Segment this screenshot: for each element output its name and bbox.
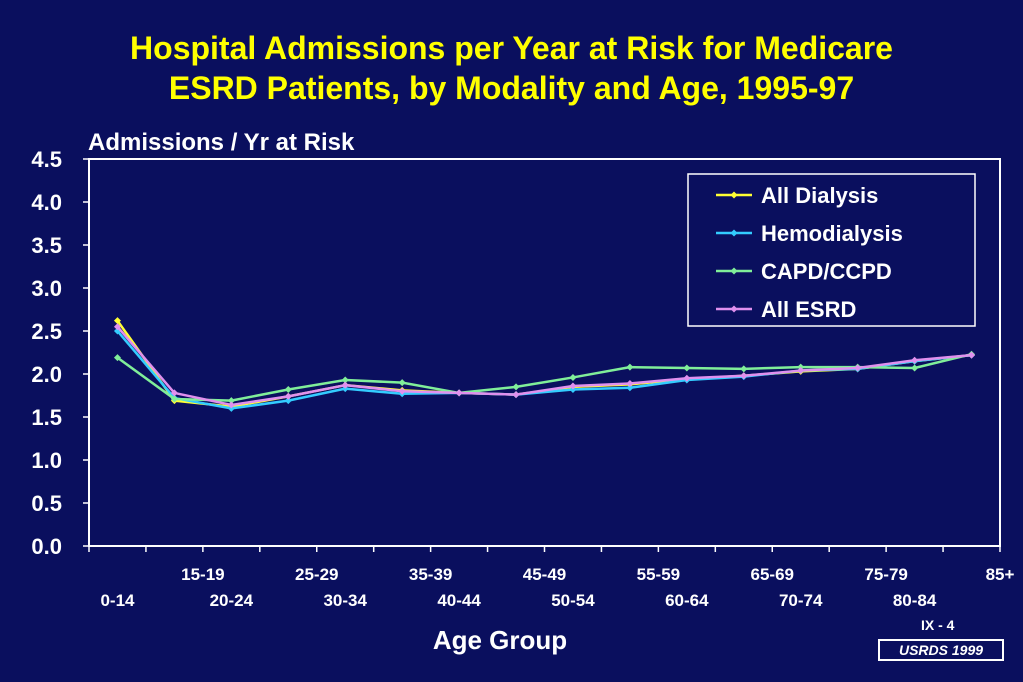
chart-title: Hospital Admissions per Year at Risk for… <box>0 28 1023 108</box>
data-point <box>398 379 406 387</box>
data-point <box>683 374 691 382</box>
y-tick-label: 0.5 <box>31 491 62 516</box>
x-axis-label: Age Group <box>432 625 568 655</box>
title-line-2: ESRD Patients, by Modality and Age, 1995… <box>168 70 855 106</box>
y-tick-label: 2.5 <box>31 319 62 344</box>
x-tick-label: 20-24 <box>210 591 254 610</box>
data-point <box>626 379 634 387</box>
x-tick-label: 40-44 <box>437 591 481 610</box>
data-point <box>341 376 349 384</box>
title-line-1: Hospital Admissions per Year at Risk for… <box>130 30 893 66</box>
x-tick-label: 45-49 <box>523 565 566 584</box>
y-axis: 0.0 0.5 1.0 1.5 2.0 2.5 3.0 3.5 4.0 4.5 <box>31 147 89 559</box>
y-axis-label: Admissions / Yr at Risk <box>88 129 355 156</box>
data-point <box>170 389 178 397</box>
data-point <box>911 364 919 372</box>
x-tick-label: 55-59 <box>637 565 680 584</box>
x-tick-label: 85+ <box>986 565 1015 584</box>
data-point <box>569 382 577 390</box>
series-group <box>113 350 976 405</box>
x-tick-label: 0-14 <box>100 591 135 610</box>
data-point <box>113 354 121 362</box>
data-point <box>170 395 178 403</box>
y-tick-label: 4.5 <box>31 147 62 172</box>
x-tick-label: 60-64 <box>665 591 709 610</box>
legend: All Dialysis Hemodialysis CAPD/CCPD All ESR… <box>687 173 976 327</box>
data-point <box>113 323 121 331</box>
x-tick-label: 75-79 <box>864 565 907 584</box>
legend-box <box>687 173 976 327</box>
x-tick-label: 50-54 <box>551 591 595 610</box>
data-point <box>569 373 577 381</box>
slide-number: IX - 4 <box>921 617 955 633</box>
source-badge: USRDS 1999 <box>878 639 1004 661</box>
y-tick-label: 3.0 <box>31 276 62 301</box>
legend-label: All Dialysis <box>761 183 878 208</box>
data-point <box>455 389 463 397</box>
data-point <box>512 391 520 399</box>
x-tick-label: 15-19 <box>181 565 224 584</box>
y-tick-label: 0.0 <box>31 534 62 559</box>
data-point <box>227 401 235 409</box>
series-lines <box>113 317 976 412</box>
y-tick-label: 1.5 <box>31 405 62 430</box>
data-point <box>740 365 748 373</box>
series-group <box>113 317 976 411</box>
data-point <box>968 351 976 359</box>
legend-marker <box>730 191 738 199</box>
data-point <box>911 356 919 364</box>
data-point <box>113 317 121 325</box>
series-group <box>113 323 976 409</box>
data-point <box>341 381 349 389</box>
x-tick-label: 35-39 <box>409 565 452 584</box>
x-tick-label: 65-69 <box>751 565 794 584</box>
data-point <box>683 364 691 372</box>
series-line <box>116 325 972 407</box>
data-point <box>227 397 235 405</box>
legend-label: All ESRD <box>761 297 856 322</box>
data-point <box>626 384 634 392</box>
series-line <box>116 353 972 402</box>
series-line <box>116 319 972 408</box>
legend-marker <box>730 229 738 237</box>
data-point <box>626 363 634 371</box>
y-tick-label: 3.5 <box>31 233 62 258</box>
legend-marker <box>730 305 738 313</box>
legend-label: CAPD/CCPD <box>761 259 892 284</box>
x-tick-label: 25-29 <box>295 565 338 584</box>
data-point <box>740 372 748 380</box>
data-point <box>284 397 292 405</box>
data-point <box>284 385 292 393</box>
legend-marker <box>730 267 738 275</box>
data-point <box>398 387 406 395</box>
x-tick-label: 30-34 <box>323 591 367 610</box>
data-point <box>854 364 862 372</box>
data-point <box>797 367 805 375</box>
y-tick-label: 2.0 <box>31 362 62 387</box>
data-point <box>284 392 292 400</box>
legend-label: Hemodialysis <box>761 221 903 246</box>
y-tick-label: 4.0 <box>31 190 62 215</box>
x-tick-label: 70-74 <box>779 591 823 610</box>
x-tick-label: 80-84 <box>893 591 937 610</box>
data-point <box>512 383 520 391</box>
x-axis: 0-14 15-19 20-24 25-29 30-34 35-39 40-44 45-49 5… <box>88 546 1015 610</box>
y-tick-label: 1.0 <box>31 448 62 473</box>
